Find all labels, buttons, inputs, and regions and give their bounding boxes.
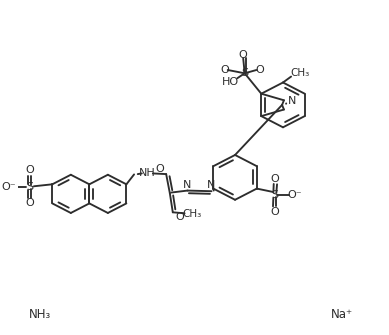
Text: O: O <box>175 212 184 222</box>
Text: S: S <box>26 182 33 192</box>
Text: N: N <box>288 96 296 106</box>
Text: Na⁺: Na⁺ <box>331 308 353 321</box>
Text: O: O <box>25 198 34 208</box>
Text: N: N <box>207 180 216 190</box>
Text: CH₃: CH₃ <box>290 68 310 78</box>
Text: O: O <box>255 65 264 75</box>
Text: O: O <box>25 165 34 176</box>
Text: HO: HO <box>222 76 239 86</box>
Text: NH₃: NH₃ <box>28 308 51 321</box>
Text: O: O <box>221 65 229 75</box>
Text: S: S <box>271 190 278 200</box>
Text: O⁻: O⁻ <box>1 182 16 192</box>
Text: CH₃: CH₃ <box>182 209 202 219</box>
Text: O: O <box>239 50 247 60</box>
Text: O: O <box>270 207 279 217</box>
Text: O: O <box>155 164 164 175</box>
Text: N: N <box>182 180 191 190</box>
Text: O⁻: O⁻ <box>287 190 302 200</box>
Text: S: S <box>241 68 248 78</box>
Text: NH: NH <box>138 168 155 178</box>
Text: O: O <box>271 174 280 184</box>
